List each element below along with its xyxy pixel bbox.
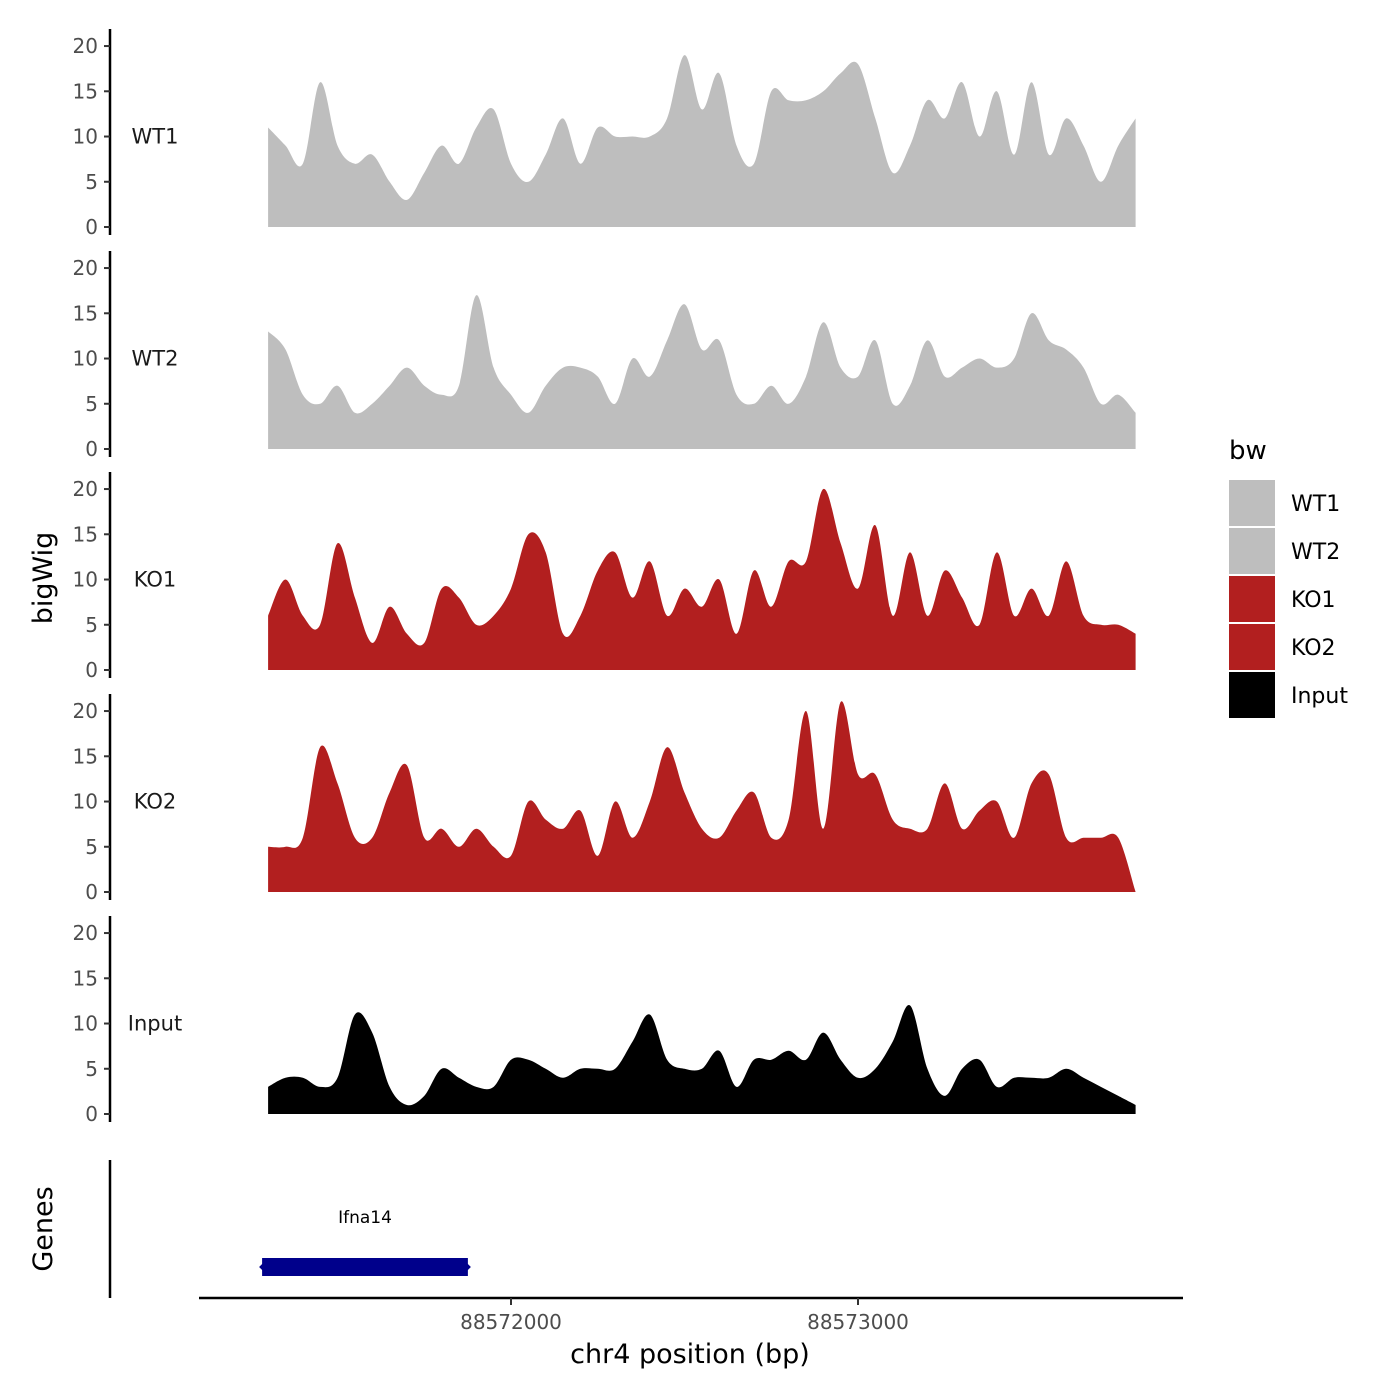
legend-swatch-input <box>1229 672 1275 718</box>
legend: bw WT1 WT2 KO1 KO2 Input <box>1229 436 1348 718</box>
y-tick-label: 15 <box>73 79 98 103</box>
track-label: WT2 <box>132 347 179 371</box>
y-tick-label: 0 <box>85 658 98 682</box>
y-tick-label: 20 <box>73 921 98 945</box>
y-tick-label: 10 <box>73 1012 98 1036</box>
y-tick-label: 15 <box>73 744 98 768</box>
y-tick-label: 0 <box>85 1102 98 1126</box>
track-input: 0 5 10 15 20 Input <box>73 916 1136 1126</box>
y-tick-label: 5 <box>85 392 98 416</box>
y-tick-label: 15 <box>73 301 98 325</box>
legend-label-input: Input <box>1291 684 1348 709</box>
track-ko2: 0 5 10 15 20 KO2 <box>73 694 1136 904</box>
track-label: KO1 <box>134 568 177 592</box>
track-label: Input <box>128 1012 182 1036</box>
area-input <box>268 1004 1136 1114</box>
genes-axis-title: Genes <box>28 1186 59 1271</box>
y-tick-label: 20 <box>73 477 98 501</box>
y-tick-label: 15 <box>73 966 98 990</box>
gene-body <box>262 1258 468 1276</box>
legend-label-ko1: KO1 <box>1291 588 1336 613</box>
legend-swatch-ko1 <box>1229 576 1275 622</box>
track-wt1: 0 5 10 15 20 WT1 <box>73 29 1136 239</box>
y-tick-label: 0 <box>85 880 98 904</box>
area-ko1 <box>268 488 1136 670</box>
y-tick-label: 0 <box>85 215 98 239</box>
legend-label-wt1: WT1 <box>1291 492 1340 517</box>
y-tick-label: 5 <box>85 170 98 194</box>
gene-label: Ifna14 <box>338 1208 392 1228</box>
area-ko2 <box>268 701 1136 892</box>
legend-swatch-ko2 <box>1229 624 1275 670</box>
y-tick-label: 20 <box>73 256 98 280</box>
y-tick-label: 5 <box>85 1057 98 1081</box>
x-tick-label: 88573000 <box>807 1310 909 1334</box>
y-tick-label: 20 <box>73 34 98 58</box>
area-wt1 <box>268 55 1136 228</box>
y-axis-title: bigWig <box>28 532 59 625</box>
y-tick-label: 5 <box>85 613 98 637</box>
track-wt2: 0 5 10 15 20 WT2 <box>73 251 1136 461</box>
y-tick-label: 20 <box>73 699 98 723</box>
y-tick-label: 15 <box>73 522 98 546</box>
legend-title: bw <box>1229 436 1267 466</box>
track-ko1: 0 5 10 15 20 KO1 <box>73 472 1136 682</box>
legend-label-ko2: KO2 <box>1291 636 1336 661</box>
signal-tracks: 0 5 10 15 20 WT1 0 5 10 15 20 WT2 0 5 10 15 20 KO1 0 5 10 15 2… <box>73 29 1136 1126</box>
y-tick-label: 10 <box>73 125 98 149</box>
y-tick-label: 0 <box>85 437 98 461</box>
area-wt2 <box>268 295 1136 449</box>
y-tick-label: 10 <box>73 347 98 371</box>
track-label: WT1 <box>132 125 179 149</box>
y-tick-label: 10 <box>73 568 98 592</box>
legend-swatch-wt2 <box>1229 528 1275 574</box>
gene-track: Ifna14 <box>108 1160 471 1298</box>
x-tick-label: 88572000 <box>460 1310 562 1334</box>
y-tick-label: 10 <box>73 790 98 814</box>
y-tick-label: 5 <box>85 835 98 859</box>
legend-swatch-wt1 <box>1229 480 1275 526</box>
track-label: KO2 <box>134 790 177 814</box>
legend-label-wt2: WT2 <box>1291 540 1340 565</box>
x-axis-title: chr4 position (bp) <box>570 1339 810 1370</box>
x-axis: 88572000 88573000 <box>199 1296 1183 1334</box>
